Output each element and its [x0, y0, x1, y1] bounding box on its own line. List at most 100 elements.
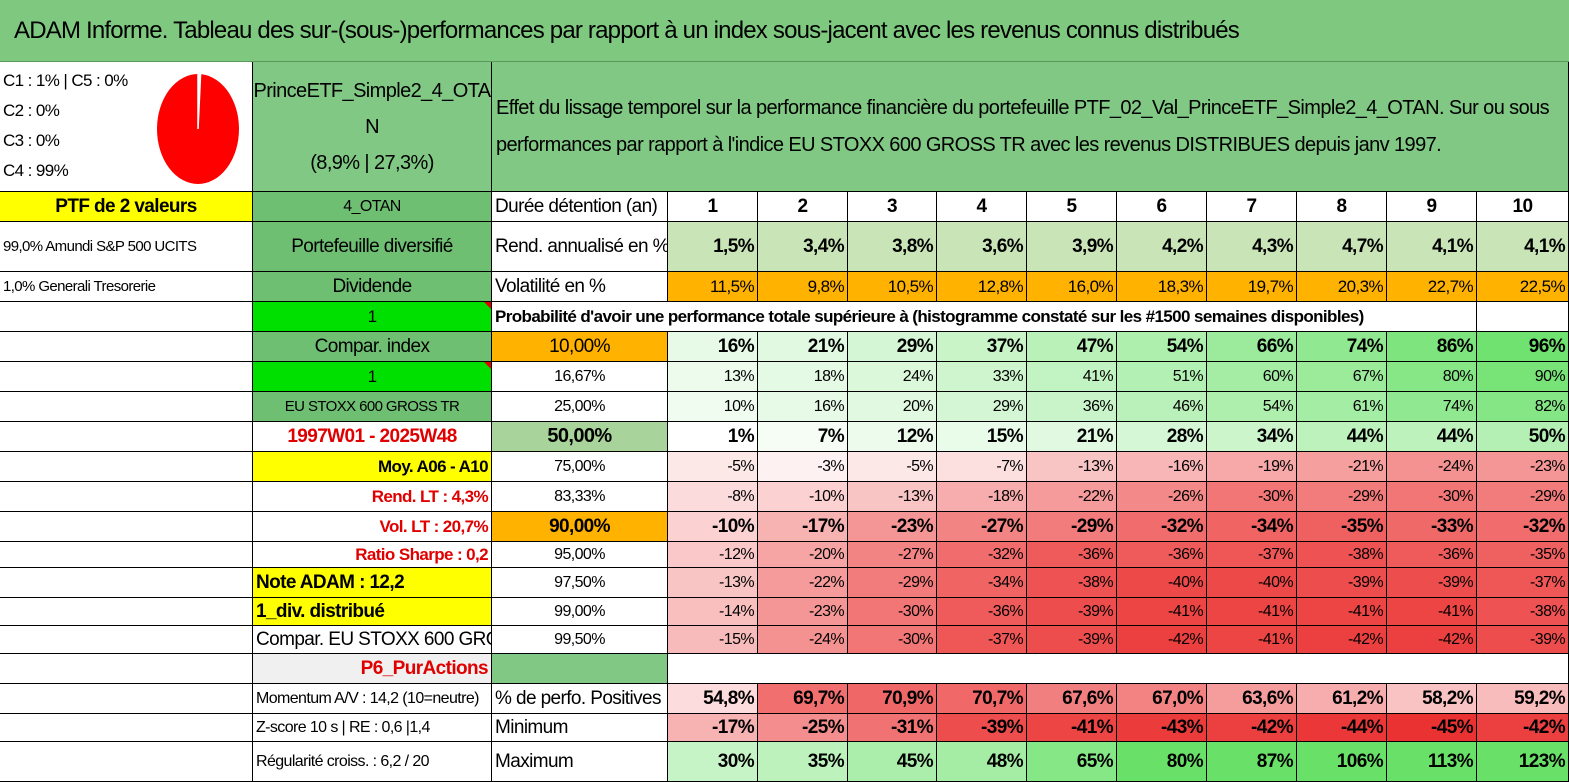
probability-value: -36%: [1027, 542, 1117, 568]
stat-value: -42%: [1207, 714, 1297, 742]
probability-value: -32%: [1477, 512, 1569, 542]
volatility-value: 22,7%: [1387, 272, 1477, 302]
stat-value: 80%: [1117, 742, 1207, 782]
side-label-div: 1_div. distribué: [253, 598, 492, 626]
stat-value: 123%: [1477, 742, 1569, 782]
probability-value: -40%: [1117, 568, 1207, 598]
probability-value: 20%: [848, 392, 937, 422]
volatility-value: 20,3%: [1297, 272, 1387, 302]
holding-duration-label: Durée détention (an): [492, 192, 668, 222]
probability-value: 96%: [1477, 332, 1569, 362]
report-title: ADAM Informe. Tableau des sur-(sous-)per…: [0, 0, 1569, 62]
volatility-value: 16,0%: [1027, 272, 1117, 302]
quantile-label: 90,00%: [492, 512, 668, 542]
empty-cell: [0, 332, 253, 362]
empty-cell: [492, 654, 668, 684]
year-header: 5: [1027, 192, 1117, 222]
probability-value: -38%: [1297, 542, 1387, 568]
stat-label: Minimum: [492, 714, 668, 742]
empty-cell: [0, 392, 253, 422]
pie-legend-cell: C1 : 1% | C5 : 0% C2 : 0% C3 : 0% C4 : 9…: [0, 62, 253, 192]
probability-value: -39%: [1027, 598, 1117, 626]
probability-value: -29%: [1477, 482, 1569, 512]
empty-cell: [1477, 302, 1569, 332]
annualized-return-value: 3,9%: [1027, 222, 1117, 272]
stat-value: 61,2%: [1297, 684, 1387, 714]
probability-value: -41%: [1207, 626, 1297, 654]
empty-cell: [0, 452, 253, 482]
probability-value: -12%: [668, 542, 758, 568]
probability-value: -39%: [1387, 568, 1477, 598]
annualized-return-value: 4,7%: [1297, 222, 1387, 272]
stat-value: -44%: [1297, 714, 1387, 742]
stat-value: 70,7%: [937, 684, 1027, 714]
probability-value: -42%: [1117, 626, 1207, 654]
quantile-label: 75,00%: [492, 452, 668, 482]
probability-value: -35%: [1297, 512, 1387, 542]
quantile-label: 95,00%: [492, 542, 668, 568]
probability-value: 41%: [1027, 362, 1117, 392]
probability-value: -36%: [1117, 542, 1207, 568]
volatility-value: 12,8%: [937, 272, 1027, 302]
probability-value: 67%: [1297, 362, 1387, 392]
probability-value: -23%: [758, 598, 848, 626]
year-header: 3: [848, 192, 937, 222]
probability-value: 28%: [1117, 422, 1207, 452]
probability-value: -32%: [937, 542, 1027, 568]
side-label-regularite: Régularité croiss. : 6,2 / 20: [253, 742, 492, 782]
empty-cell: [668, 654, 1569, 684]
annualized-return-value: 4,2%: [1117, 222, 1207, 272]
quantile-label: 99,00%: [492, 598, 668, 626]
fund-name-line2: N: [365, 115, 379, 138]
probability-value: -38%: [1477, 598, 1569, 626]
probability-value: 82%: [1477, 392, 1569, 422]
probability-value: 60%: [1207, 362, 1297, 392]
probability-value: -30%: [848, 598, 937, 626]
annualized-return-label: Rend. annualisé en %: [492, 222, 668, 272]
stat-value: 65%: [1027, 742, 1117, 782]
stat-value: 35%: [758, 742, 848, 782]
quantile-label: 10,00%: [492, 332, 668, 362]
probability-value: -36%: [937, 598, 1027, 626]
volatility-label: Volatilité en %: [492, 272, 668, 302]
stat-value: 30%: [668, 742, 758, 782]
annualized-return-value: 3,6%: [937, 222, 1027, 272]
probability-value: -29%: [1027, 512, 1117, 542]
pie-legend-c4: C4 : 99%: [3, 161, 69, 180]
year-header: 8: [1297, 192, 1387, 222]
probability-value: -13%: [848, 482, 937, 512]
probability-value: -41%: [1117, 598, 1207, 626]
probability-value: -39%: [1297, 568, 1387, 598]
fund-name-line1: PrinceETF_Simple2_4_OTA: [253, 79, 491, 102]
probability-value: -17%: [758, 512, 848, 542]
year-header: 2: [758, 192, 848, 222]
probability-value: -24%: [1387, 452, 1477, 482]
probability-value: -10%: [668, 512, 758, 542]
probability-value: -7%: [937, 452, 1027, 482]
probability-value: -18%: [937, 482, 1027, 512]
probability-value: 47%: [1027, 332, 1117, 362]
stat-value: -39%: [937, 714, 1027, 742]
probability-value: 86%: [1387, 332, 1477, 362]
stat-value: 67,6%: [1027, 684, 1117, 714]
probability-value: -39%: [1027, 626, 1117, 654]
holding-generali: 1,0% Generali Tresorerie: [0, 272, 253, 302]
probability-value: -32%: [1117, 512, 1207, 542]
probability-value: -34%: [1207, 512, 1297, 542]
stat-value: -25%: [758, 714, 848, 742]
stat-value: 113%: [1387, 742, 1477, 782]
probability-value: 46%: [1117, 392, 1207, 422]
probability-value: 1%: [668, 422, 758, 452]
probability-value: 12%: [848, 422, 937, 452]
probability-value: -23%: [1477, 452, 1569, 482]
stat-value: -17%: [668, 714, 758, 742]
empty-cell: [0, 482, 253, 512]
allocation-pie-chart: [155, 72, 241, 186]
stat-value: 45%: [848, 742, 937, 782]
empty-cell: [0, 512, 253, 542]
year-header: 9: [1387, 192, 1477, 222]
empty-cell: [0, 742, 253, 782]
annualized-return-value: 4,3%: [1207, 222, 1297, 272]
year-header: 6: [1117, 192, 1207, 222]
quantile-label: 25,00%: [492, 392, 668, 422]
